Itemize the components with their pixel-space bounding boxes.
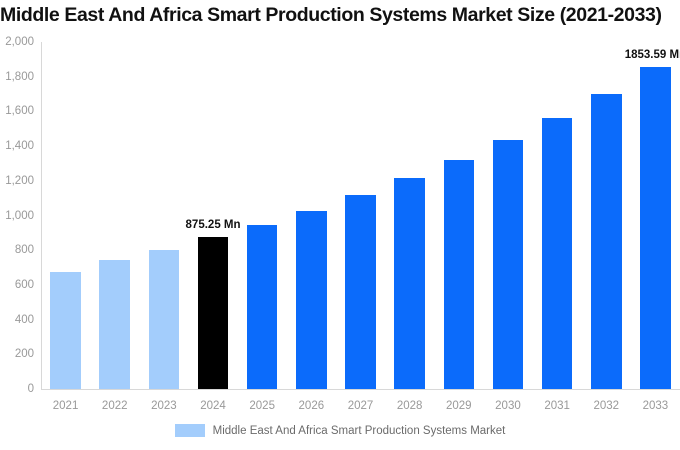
y-axis-tick-0: 0 bbox=[27, 383, 34, 395]
x-axis-tick-2025: 2025 bbox=[249, 400, 275, 412]
bar-group-2033: 1853.59 Mn 2033 bbox=[625, 42, 680, 412]
x-axis-tick-2033: 2033 bbox=[642, 400, 669, 412]
x-axis-tick-2027: 2027 bbox=[347, 400, 374, 412]
chart-title: Middle East And Africa Smart Production … bbox=[0, 4, 662, 26]
x-axis-tick-2032: 2032 bbox=[593, 400, 620, 412]
legend-swatch-icon bbox=[174, 424, 205, 437]
y-axis-tick-200: 200 bbox=[14, 348, 34, 361]
bar-2022[interactable] bbox=[99, 260, 130, 389]
x-axis-tick-2029: 2029 bbox=[446, 400, 472, 412]
y-axis-line bbox=[41, 42, 42, 390]
legend-label: Middle East And Africa Smart Production … bbox=[212, 424, 506, 437]
x-axis-tick-2021: 2021 bbox=[52, 400, 79, 412]
bar-2027[interactable] bbox=[345, 195, 376, 389]
y-axis-tick-1200: 1,200 bbox=[5, 174, 34, 187]
bar-2024[interactable]: 875.25 Mn bbox=[186, 219, 241, 389]
bar-group-2024: 875.25 Mn 2024 bbox=[186, 42, 241, 412]
bar-group-2027: 2027 bbox=[345, 42, 376, 412]
chart-legend[interactable]: Middle East And Africa Smart Production … bbox=[0, 424, 680, 437]
bar-2026[interactable] bbox=[296, 210, 327, 389]
bar-value-label-2024: 875.25 Mn bbox=[185, 219, 241, 232]
bar-group-2025: 2025 bbox=[246, 42, 278, 412]
bar-2021[interactable] bbox=[50, 271, 81, 389]
y-axis-tick-1400: 1,400 bbox=[5, 140, 34, 153]
bar-group-2021: 2021 bbox=[50, 42, 81, 412]
y-axis-tick-1600: 1,600 bbox=[5, 105, 34, 118]
bar-2032[interactable] bbox=[591, 94, 622, 389]
bar-2031[interactable] bbox=[541, 117, 573, 389]
y-axis-tick-800: 800 bbox=[14, 244, 34, 257]
bar-group-2031: 2031 bbox=[541, 42, 573, 412]
bar-2029[interactable] bbox=[443, 159, 475, 389]
y-axis-tick-2000: 2,000 bbox=[5, 36, 34, 48]
bar-group-2026: 2026 bbox=[296, 42, 327, 412]
bar-2030[interactable] bbox=[492, 139, 524, 389]
y-axis-tick-1800: 1,800 bbox=[5, 70, 34, 83]
plot-area: 0 200 400 600 800 1,000 1,200 1,400 1,600 1,800 2,… bbox=[5, 36, 680, 412]
x-axis-tick-2026: 2026 bbox=[298, 400, 325, 412]
bar-group-2029: 2029 bbox=[443, 42, 475, 412]
x-axis-tick-2024: 2024 bbox=[200, 400, 226, 412]
bar-group-2022: 2022 bbox=[99, 42, 130, 412]
x-axis-tick-2022: 2022 bbox=[101, 400, 128, 412]
bar-2033[interactable]: 1853.59 Mn bbox=[625, 49, 680, 389]
bar-2025[interactable] bbox=[246, 224, 278, 389]
bar-group-2030: 2030 bbox=[492, 42, 524, 412]
bar-2023[interactable] bbox=[148, 249, 180, 389]
bar-value-label-2033: 1853.59 Mn bbox=[624, 49, 680, 62]
bar-group-2032: 2032 bbox=[591, 42, 622, 412]
x-axis-line bbox=[41, 389, 680, 390]
bar-group-2023: 2023 bbox=[148, 42, 180, 412]
bar-group-2028: 2028 bbox=[394, 42, 425, 412]
y-axis-tick-400: 400 bbox=[14, 313, 34, 326]
y-axis-tick-1000: 1,000 bbox=[5, 209, 34, 222]
y-axis-tick-600: 600 bbox=[14, 278, 34, 291]
x-axis-tick-2028: 2028 bbox=[396, 400, 423, 412]
x-axis-tick-2031: 2031 bbox=[544, 400, 570, 412]
x-axis-tick-2023: 2023 bbox=[151, 400, 177, 412]
x-axis-tick-2030: 2030 bbox=[495, 400, 521, 412]
bar-2028[interactable] bbox=[394, 178, 425, 389]
